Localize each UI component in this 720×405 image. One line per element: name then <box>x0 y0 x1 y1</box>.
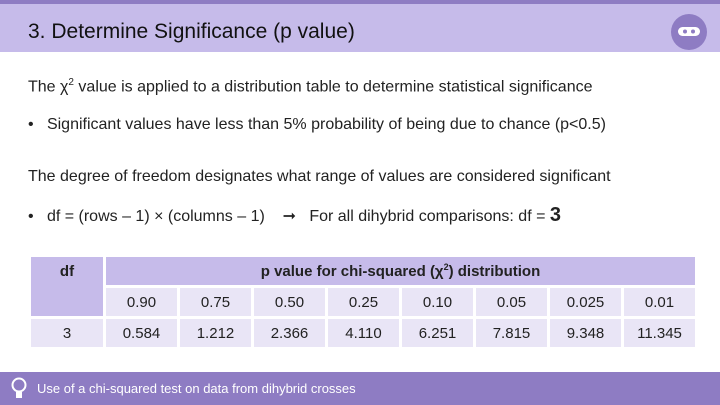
critical-value: 4.110 <box>328 319 399 347</box>
p-value: 0.50 <box>254 288 325 316</box>
p-value: 0.10 <box>402 288 473 316</box>
corner: df <box>31 257 103 316</box>
title: 3. Determine Significance (p value) <box>28 20 355 43</box>
critical-value: 6.251 <box>402 319 473 347</box>
text: The χ <box>28 78 69 96</box>
superscript: 2 <box>68 77 74 88</box>
p-value: 0.75 <box>180 288 251 316</box>
critical-value: 0.584 <box>106 319 177 347</box>
paragraph: The degree of freedom designates what ra… <box>28 168 611 185</box>
logo <box>671 14 707 50</box>
caption: Use of a chi-squared test on data from d… <box>37 381 356 396</box>
critical-value: 1.212 <box>180 319 251 347</box>
arrow: ➞ <box>282 208 296 225</box>
text: For all dihybrid comparisons: df = <box>309 208 546 225</box>
text: ) distribution <box>448 263 541 280</box>
bullet: • df = (rows – 1) × (columns – 1) ➞ For … <box>28 204 562 226</box>
df-value: 3 <box>549 204 562 226</box>
text: Significant values have less than 5% pro… <box>46 116 606 133</box>
superscript: 2 <box>443 262 449 272</box>
critical-value: 11.345 <box>624 319 695 347</box>
header-band <box>0 0 720 52</box>
text: p value for chi-squared (χ <box>260 263 444 280</box>
critical-value: 2.366 <box>254 319 325 347</box>
table: df p value for chi-squared (χ2) distribu… <box>28 254 698 350</box>
p-value: 0.90 <box>106 288 177 316</box>
critical-value: 9.348 <box>550 319 621 347</box>
p-value: 0.025 <box>550 288 621 316</box>
critical-value: 7.815 <box>476 319 547 347</box>
p-value: 0.01 <box>624 288 695 316</box>
text: value is applied to a distribution table… <box>73 78 593 96</box>
df-cell: 3 <box>31 319 103 347</box>
footer-band <box>0 372 720 405</box>
p-value: 0.05 <box>476 288 547 316</box>
p-value: 0.25 <box>328 288 399 316</box>
paragraph: The χ2 value is applied to a distributio… <box>28 77 593 96</box>
bullet: • Significant values have less than 5% p… <box>28 116 606 133</box>
formula: df = (rows – 1) × (columns – 1) <box>46 208 265 225</box>
bulb-icon <box>11 377 27 398</box>
table-heading: p value for chi-squared (χ2) distributio… <box>106 257 695 285</box>
